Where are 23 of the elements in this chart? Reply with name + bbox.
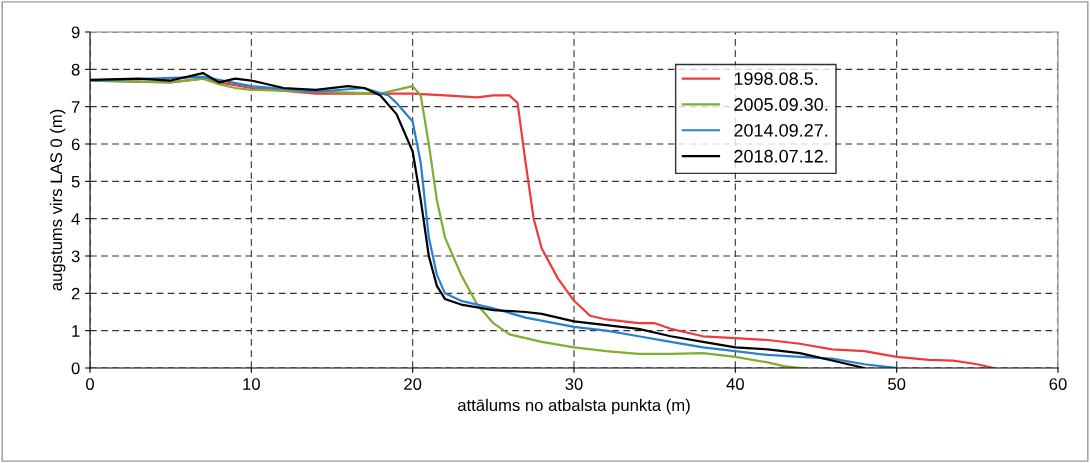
y-tick-label: 6 xyxy=(71,138,80,151)
legend-label: 1998.08.5. xyxy=(734,72,818,86)
y-tick-label: 4 xyxy=(71,213,80,225)
y-tick-label: 7 xyxy=(71,101,80,113)
y-tick-label: 2 xyxy=(71,287,80,300)
legend-label: 2005.09.30. xyxy=(734,98,828,111)
x-tick-label: 40 xyxy=(726,378,744,390)
x-tick-label: 0 xyxy=(86,378,94,390)
y-tick-label: 1 xyxy=(72,325,80,337)
y-tick-label: 9 xyxy=(71,26,80,39)
x-tick-label: 10 xyxy=(243,378,260,390)
y-axis-title: augstums virs LAS 0 (m) xyxy=(49,109,66,291)
x-tick-label: 20 xyxy=(404,378,422,390)
y-tick-label: 8 xyxy=(71,63,80,76)
x-tick-label: 60 xyxy=(1049,378,1067,390)
legend-label: 2018.07.12. xyxy=(734,149,828,163)
y-tick-label: 5 xyxy=(71,175,80,188)
y-tick-label: 3 xyxy=(71,250,80,263)
x-tick-label: 30 xyxy=(565,378,583,390)
legend-label: 2014.09.27. xyxy=(734,123,828,137)
x-axis-title: attālums no atbalsta punkta (m) xyxy=(457,398,690,415)
x-tick-label: 50 xyxy=(888,378,906,390)
y-tick-label: 0 xyxy=(71,362,80,375)
